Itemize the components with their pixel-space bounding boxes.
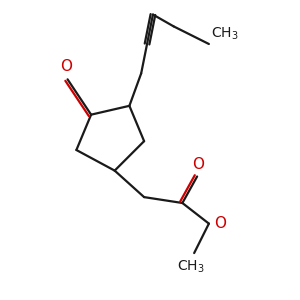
Text: CH$_3$: CH$_3$ [177, 259, 205, 275]
Text: O: O [193, 157, 205, 172]
Text: CH$_3$: CH$_3$ [211, 25, 239, 42]
Text: O: O [214, 216, 226, 231]
Text: O: O [60, 59, 72, 74]
